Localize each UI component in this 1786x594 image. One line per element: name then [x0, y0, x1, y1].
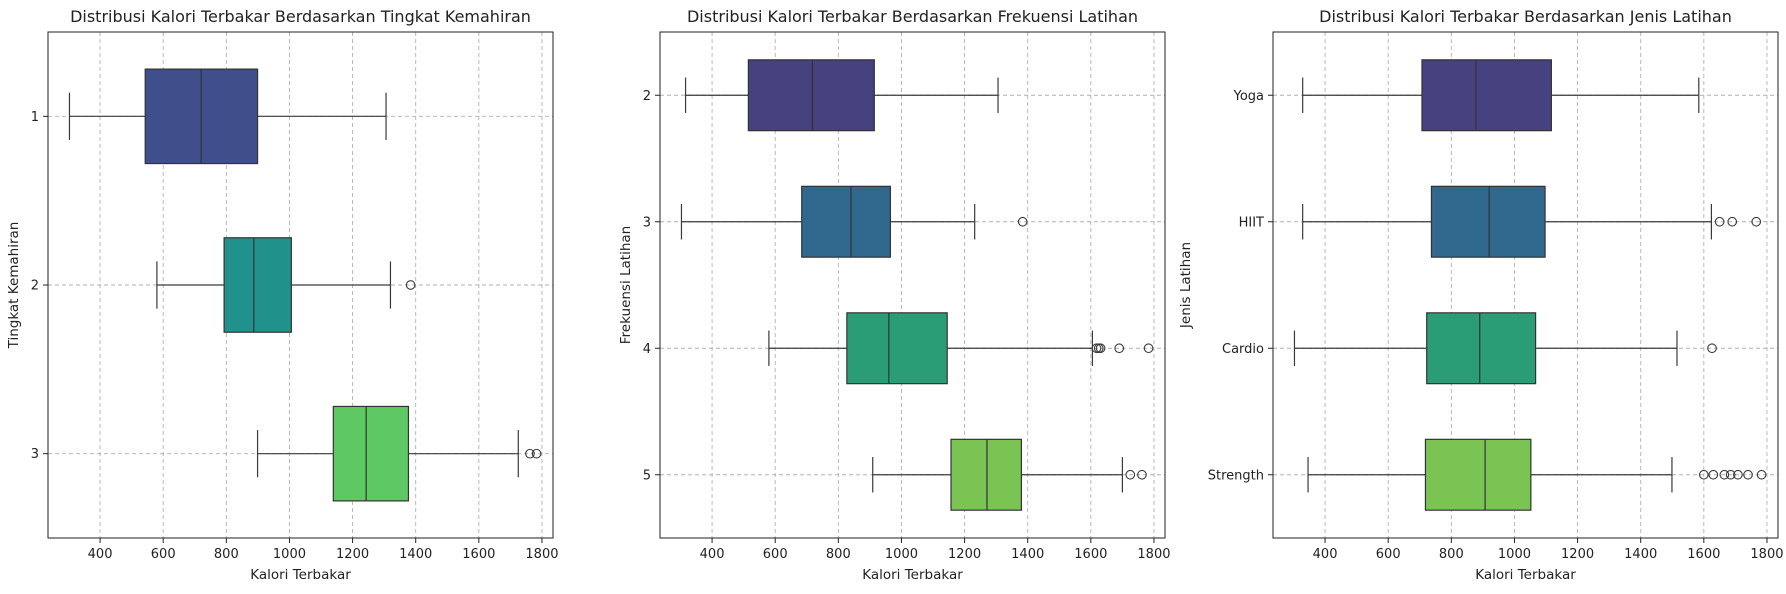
outlier-point	[1707, 343, 1717, 354]
x-tick-label: 800	[214, 547, 239, 562]
x-tick-label: 1400	[399, 547, 432, 562]
x-tick-label: 600	[151, 547, 176, 562]
box-5	[872, 438, 1147, 511]
iqr-box	[223, 237, 292, 333]
iqr-box	[1424, 438, 1532, 511]
y-tick-label: 3	[643, 215, 651, 230]
outlier-point	[1756, 469, 1767, 480]
outlier-point	[1708, 469, 1719, 480]
outlier-point	[1719, 469, 1730, 480]
axes-frame	[47, 31, 554, 539]
x-tick-label: 400	[88, 547, 113, 562]
box-Strength	[1307, 438, 1767, 511]
outlier-point	[1114, 343, 1125, 354]
outlier-point	[1125, 469, 1136, 480]
box-1	[68, 68, 387, 165]
x-tick-label: 1400	[1011, 547, 1044, 562]
iqr-box	[950, 438, 1022, 511]
x-tick-label: 1000	[885, 547, 918, 562]
axes-frame	[659, 31, 1166, 539]
chart-title: Distribusi Kalori Terbakar Berdasarkan F…	[687, 7, 1138, 26]
chart-title: Distribusi Kalori Terbakar Berdasarkan J…	[1319, 7, 1732, 26]
x-tick-label: 1800	[525, 547, 558, 562]
box-4	[768, 312, 1154, 385]
x-axis-label: Kalori Terbakar	[250, 567, 351, 583]
y-tick-label: Strength	[1208, 468, 1264, 483]
x-axis-label: Kalori Terbakar	[862, 567, 963, 583]
y-axis-label: Frekuensi Latihan	[618, 226, 634, 344]
box-HIIT	[1302, 185, 1762, 258]
y-tick-label: Cardio	[1222, 342, 1264, 357]
y-tick-label: 1	[31, 110, 39, 125]
iqr-box	[332, 405, 410, 502]
iqr-box	[801, 185, 892, 258]
iqr-box	[747, 59, 875, 132]
box-2	[156, 237, 416, 333]
x-tick-label: 1000	[1498, 547, 1531, 562]
x-tick-label: 1800	[1137, 547, 1170, 562]
x-tick-label: 1600	[1687, 547, 1720, 562]
x-tick-label: 800	[1439, 547, 1464, 562]
y-tick-label: 2	[31, 279, 39, 294]
outlier-point	[531, 448, 542, 459]
x-tick-label: 400	[700, 547, 725, 562]
outlier-point	[1727, 216, 1738, 227]
y-tick-label: 4	[643, 342, 651, 357]
outlier-point	[525, 448, 535, 459]
chart-title: Distribusi Kalori Terbakar Berdasarkan T…	[70, 7, 531, 26]
chart-panel-3: 400 600 800 1000 1200 1400 1600 1800 Yoga HIIT Car…	[1178, 7, 1784, 583]
outlier-point	[1751, 216, 1762, 227]
x-tick-label: 1400	[1624, 547, 1657, 562]
outlier-point	[1743, 469, 1753, 480]
outlier-point	[405, 280, 416, 290]
x-tick-label: 1200	[1561, 547, 1594, 562]
outlier-point	[1095, 343, 1106, 354]
y-tick-label: Yoga	[1233, 89, 1264, 104]
box-Cardio	[1293, 312, 1717, 385]
outlier-point	[1714, 216, 1725, 227]
x-tick-label: 400	[1313, 547, 1338, 562]
iqr-box	[1426, 312, 1537, 385]
iqr-box	[1430, 185, 1546, 258]
x-tick-label: 1800	[1750, 547, 1783, 562]
y-tick-label: 2	[643, 89, 651, 104]
y-axis-label: Tingkat Kemahiran	[6, 222, 22, 350]
iqr-box	[1421, 59, 1552, 132]
box-2	[684, 59, 999, 132]
box-3	[256, 405, 542, 502]
outlier-point	[1725, 469, 1736, 480]
iqr-box	[846, 312, 948, 385]
x-tick-label: 1600	[462, 547, 495, 562]
y-tick-label: 5	[643, 468, 651, 483]
x-tick-label: 1200	[948, 547, 981, 562]
chart-panel-1: 400 600 800 1000 1200 1400 1600 1800 1 2 3 Distribu…	[6, 7, 559, 583]
axes-frame	[1272, 31, 1779, 539]
outlier-point	[1017, 216, 1028, 227]
outlier-point	[1698, 469, 1709, 480]
y-tick-label: HIIT	[1239, 215, 1264, 230]
outlier-point	[1137, 469, 1147, 480]
box-Yoga	[1302, 59, 1700, 132]
box-3	[680, 185, 1028, 258]
outlier-point	[1733, 469, 1743, 480]
y-tick-label: 3	[31, 447, 39, 462]
x-tick-label: 1000	[273, 547, 306, 562]
x-tick-label: 1200	[336, 547, 369, 562]
x-tick-label: 600	[763, 547, 788, 562]
y-axis-label: Jenis Latihan	[1178, 242, 1194, 329]
chart-panel-2: 400 600 800 1000 1200 1400 1600 1800 2 3 4 5 Distrib…	[618, 7, 1171, 583]
x-axis-label: Kalori Terbakar	[1475, 567, 1576, 583]
x-tick-label: 600	[1376, 547, 1401, 562]
x-tick-label: 800	[826, 547, 851, 562]
outlier-point	[1143, 343, 1154, 354]
x-tick-label: 1600	[1074, 547, 1107, 562]
